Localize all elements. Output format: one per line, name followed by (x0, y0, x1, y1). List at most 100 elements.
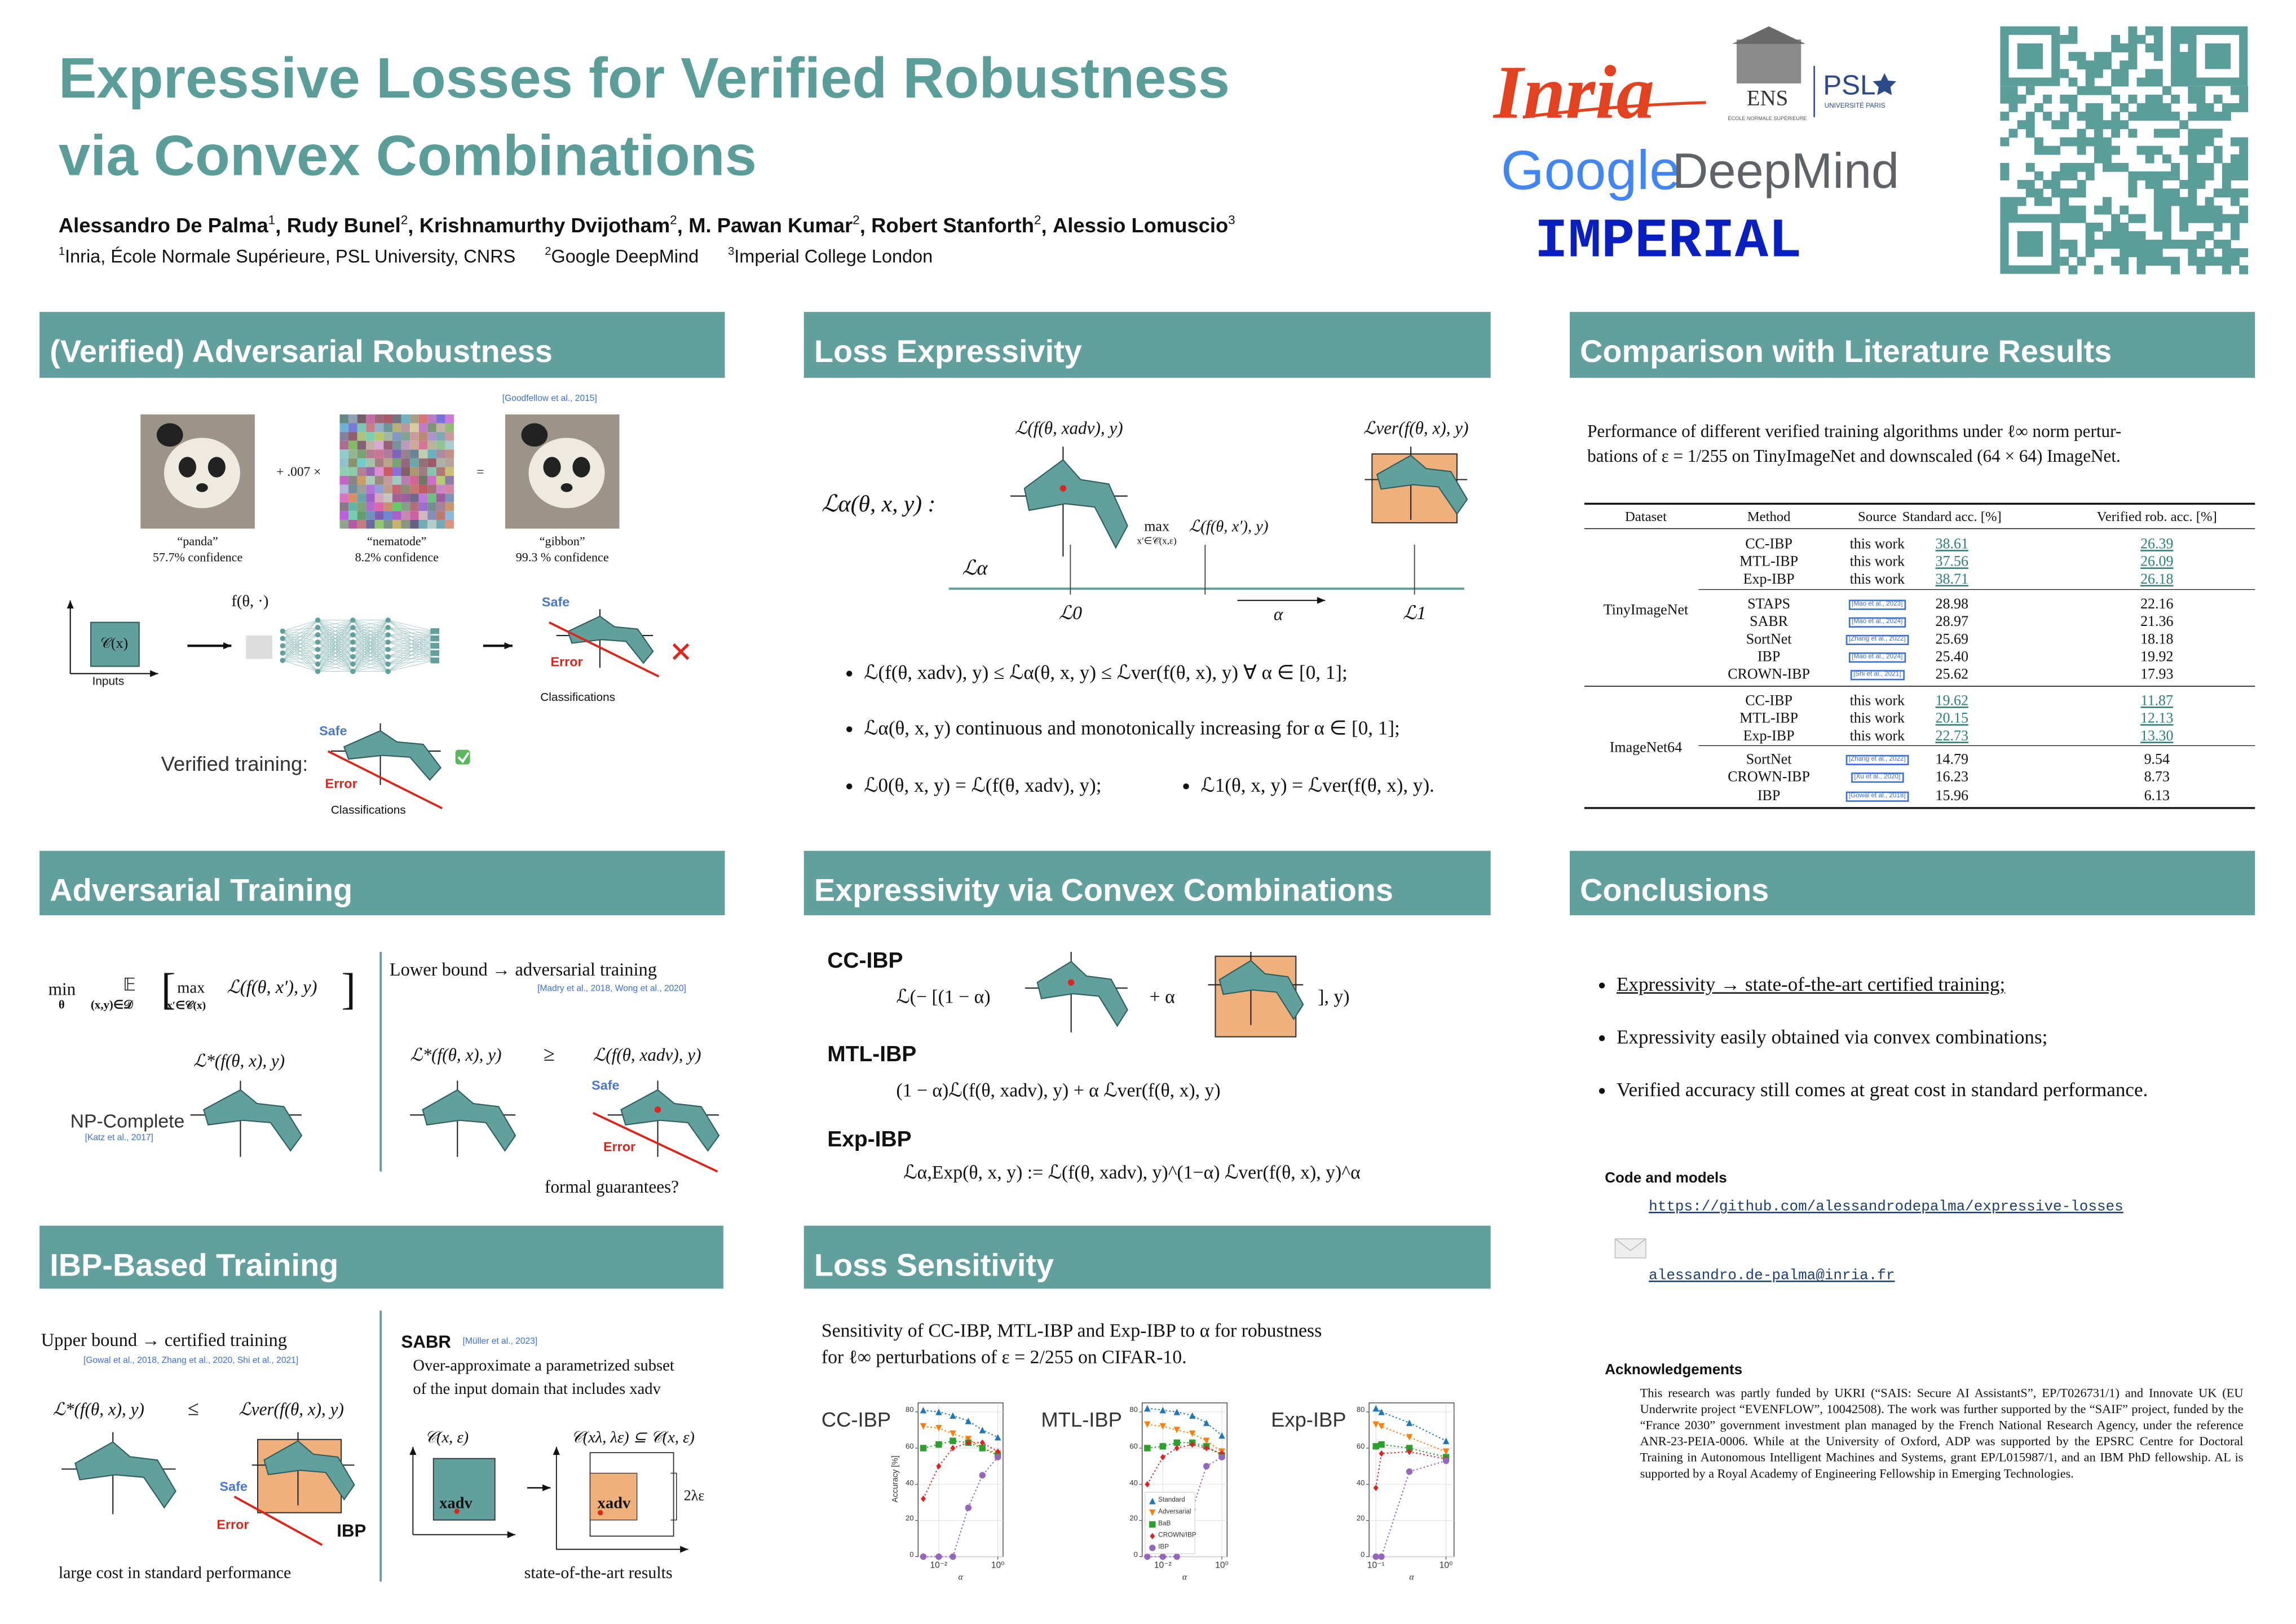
qr-module (2179, 197, 2189, 206)
loss-name: CC-IBP (827, 948, 903, 974)
qr-module (2188, 248, 2197, 258)
formula: ℒ*(f(θ, x), y) (52, 1399, 144, 1420)
qr-module (2222, 240, 2231, 249)
qr-module (2222, 162, 2231, 172)
email-link: alessandro.de-palma@inria.fr (1649, 1269, 1895, 1285)
qr-module (2153, 129, 2163, 138)
ens-building (1736, 39, 1802, 84)
qr-module (2000, 137, 2010, 147)
data-point (950, 1412, 956, 1419)
data-point (1442, 1437, 1450, 1444)
qr-module (2145, 154, 2154, 164)
network-node (315, 617, 321, 623)
noise-pixel (427, 414, 436, 423)
network-edge (388, 630, 435, 643)
noise-pixel (392, 476, 401, 485)
data-point (1144, 1421, 1151, 1428)
author-name: Alessio Lomuscio (1053, 213, 1229, 237)
table-cell: 22.73 (1935, 728, 1968, 745)
caption: state-of-the-art results (524, 1565, 673, 1583)
google-logo: Google (1500, 140, 1681, 202)
input-set (432, 1458, 496, 1521)
qr-module (2205, 112, 2214, 121)
noise-pixel (339, 493, 349, 502)
noise-pixel (418, 493, 428, 502)
safe-label: Safe (219, 1479, 248, 1494)
chart-label: CC-IBP (821, 1407, 891, 1432)
network-edge (352, 627, 388, 672)
data-point (1189, 1412, 1196, 1419)
table-cell: SABR (1750, 614, 1789, 630)
noise-pixel (383, 467, 392, 476)
noise-pixel (410, 414, 419, 423)
qr-module (2196, 162, 2206, 172)
output-region (203, 1089, 303, 1152)
noise-pixel (410, 467, 419, 476)
image-label: “panda” (177, 533, 218, 549)
formula: min (48, 978, 76, 1000)
qr-module (2196, 129, 2206, 138)
affiliation-list: 1Inria, École Normale Supérieure, PSL Un… (59, 245, 933, 267)
qr-module (2103, 120, 2112, 130)
adversarial-point (1059, 485, 1067, 492)
image-confidence: 8.2% confidence (355, 549, 439, 564)
network-edge (317, 620, 354, 664)
ibp-label: IBP (337, 1520, 367, 1542)
noise-pixel (357, 484, 367, 494)
plot-area (1368, 1402, 1455, 1557)
network-node (385, 632, 391, 638)
noise-pixel (418, 519, 428, 529)
noise-pixel (418, 484, 428, 494)
noise-pixel (357, 511, 367, 520)
qr-module (2094, 137, 2103, 147)
network-edge (388, 620, 435, 632)
author-name: Alessandro De Palma (58, 213, 268, 237)
qr-module (2222, 180, 2231, 189)
qr-module (2025, 86, 2035, 95)
qr-module (2179, 60, 2189, 70)
author-separator: , (1041, 213, 1047, 237)
network-edge (387, 638, 435, 672)
data-point (1378, 1423, 1385, 1430)
qr-module (2077, 60, 2086, 70)
qr-module (2136, 145, 2146, 155)
network-edge (352, 620, 388, 650)
table-cell: this work (1849, 710, 1905, 727)
noise-pixel (401, 449, 410, 458)
qr-module (2111, 129, 2121, 138)
noise-pixel (383, 423, 392, 433)
network-node (350, 669, 356, 674)
noise-pixel (348, 476, 357, 485)
qr-module (2094, 60, 2103, 70)
x-tick-label: 10⁻¹ (1367, 1562, 1385, 1571)
qr-module (2008, 129, 2018, 138)
qr-module (2085, 120, 2095, 130)
author-affiliation: 2 (400, 212, 408, 227)
table-cell: [Gowal et al., 2018] (1845, 791, 1909, 801)
network-edge (317, 620, 353, 628)
section-title: Loss Sensitivity (814, 1248, 1054, 1283)
axis-label: α (1273, 603, 1283, 625)
noise-pixel (374, 467, 384, 476)
author-name: Rudy Bunel (286, 213, 401, 237)
table-cell: 26.39 (2140, 536, 2174, 553)
y-tick-label: 80 (1356, 1406, 1365, 1415)
formula: 2λε (683, 1488, 705, 1505)
qr-module (2239, 154, 2249, 164)
network-edge (388, 630, 435, 657)
data-point (1173, 1553, 1180, 1560)
qr-module (2153, 171, 2163, 180)
qr-module (2060, 120, 2069, 130)
table-cell: [Mao et al., 2024] (1848, 617, 1906, 628)
qr-module (2196, 180, 2206, 189)
y-tick-label: 40 (1129, 1479, 1138, 1488)
qr-module (2085, 137, 2095, 147)
qr-module (2162, 154, 2171, 164)
inputs-label: Inputs (92, 674, 125, 688)
qr-module (2196, 205, 2206, 215)
qr-module (2162, 86, 2171, 95)
table-cell: [Mao et al., 2024] (1848, 652, 1906, 663)
qr-module (2213, 222, 2223, 232)
qr-module (2034, 137, 2043, 147)
